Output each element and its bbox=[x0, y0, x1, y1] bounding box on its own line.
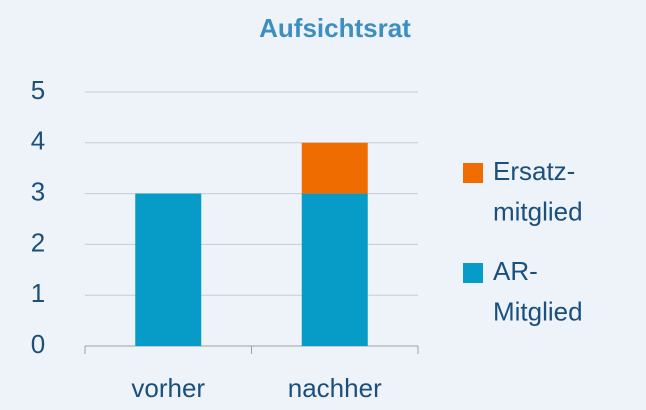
chart-title: Aufsichtsrat bbox=[259, 13, 411, 43]
legend-label: AR-Mitglied bbox=[493, 256, 583, 326]
y-tick-label: 3 bbox=[31, 176, 45, 206]
y-tick-label: 4 bbox=[31, 126, 45, 156]
legend-swatch bbox=[463, 263, 483, 283]
legend-swatch bbox=[463, 163, 483, 183]
bar-segment bbox=[301, 193, 368, 346]
bar-segment bbox=[301, 142, 368, 194]
y-tick-label: 0 bbox=[31, 329, 45, 359]
x-tick-label: nachher bbox=[288, 373, 382, 403]
y-tick-label: 2 bbox=[31, 227, 45, 257]
legend-label: Ersatz-mitglied bbox=[493, 156, 583, 226]
x-tick-label: vorher bbox=[131, 373, 205, 403]
bar-segment bbox=[135, 193, 202, 346]
y-tick-label: 1 bbox=[31, 278, 45, 308]
y-tick-label: 5 bbox=[31, 75, 45, 105]
